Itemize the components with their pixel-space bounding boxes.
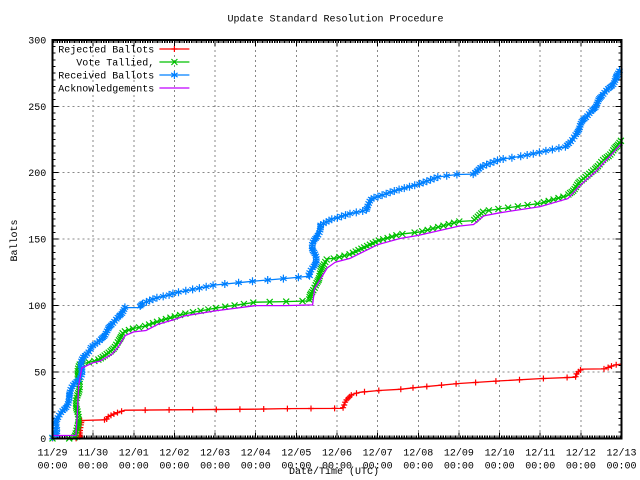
svg-text:00:00: 00:00: [78, 461, 108, 472]
svg-text:12/02: 12/02: [159, 447, 189, 459]
svg-text:11/30: 11/30: [78, 447, 108, 459]
svg-text:00:00: 00:00: [200, 461, 230, 472]
svg-text:00:00: 00:00: [525, 461, 555, 472]
svg-text:11/29: 11/29: [37, 447, 67, 459]
svg-text:100: 100: [28, 302, 46, 313]
svg-text:150: 150: [28, 236, 46, 247]
svg-text:50: 50: [34, 369, 46, 380]
svg-text:12/10: 12/10: [485, 447, 515, 459]
svg-text:00:00: 00:00: [322, 461, 352, 472]
svg-text:Date/Time (UTC): Date/Time (UTC): [289, 466, 379, 478]
svg-text:12/09: 12/09: [444, 447, 474, 459]
svg-text:12/01: 12/01: [119, 447, 149, 459]
svg-text:Rejected Ballots: Rejected Ballots: [58, 45, 154, 57]
svg-text:300: 300: [28, 36, 46, 47]
svg-text:Acknowledgements: Acknowledgements: [58, 84, 154, 96]
svg-text:12/05: 12/05: [281, 447, 311, 459]
svg-text:00:00: 00:00: [403, 461, 433, 472]
svg-text:00:00: 00:00: [363, 461, 393, 472]
svg-text:12/12: 12/12: [566, 447, 596, 459]
svg-text:12/04: 12/04: [241, 447, 271, 459]
svg-text:0: 0: [40, 435, 46, 446]
svg-text:00:00: 00:00: [566, 461, 596, 472]
svg-text:00:00: 00:00: [37, 461, 67, 472]
svg-text:12/11: 12/11: [525, 447, 555, 459]
svg-text:200: 200: [28, 169, 46, 180]
svg-text:00:00: 00:00: [281, 461, 311, 472]
svg-text:Received Ballots: Received Ballots: [58, 71, 154, 83]
svg-text:00:00: 00:00: [241, 461, 271, 472]
svg-text:12/07: 12/07: [363, 447, 393, 459]
svg-text:12/13: 12/13: [606, 447, 636, 459]
svg-text:Ballots: Ballots: [9, 219, 21, 261]
svg-text:00:00: 00:00: [159, 461, 189, 472]
svg-text:Update Standard Resolution Pro: Update Standard Resolution Procedure: [227, 14, 443, 26]
svg-text:12/06: 12/06: [322, 447, 352, 459]
svg-text:00:00: 00:00: [606, 461, 636, 472]
svg-text:00:00: 00:00: [485, 461, 515, 472]
svg-text:250: 250: [28, 103, 46, 114]
svg-text:00:00: 00:00: [119, 461, 149, 472]
svg-text:12/03: 12/03: [200, 447, 230, 459]
svg-text:Vote Tallied,: Vote Tallied,: [76, 58, 154, 70]
svg-text:12/08: 12/08: [403, 447, 433, 459]
svg-text:00:00: 00:00: [444, 461, 474, 472]
